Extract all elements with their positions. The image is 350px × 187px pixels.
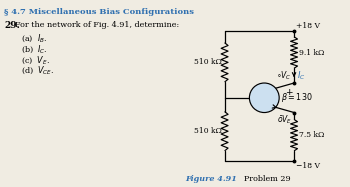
Text: 29.: 29.	[4, 21, 20, 30]
Text: +: +	[285, 88, 293, 97]
Text: +18 V: +18 V	[296, 22, 320, 30]
Text: 7.5 kΩ: 7.5 kΩ	[299, 131, 324, 139]
Circle shape	[250, 83, 279, 113]
Text: (b)  $I_C$.: (b) $I_C$.	[21, 43, 48, 55]
Text: 510 kΩ: 510 kΩ	[194, 127, 222, 135]
Text: $\beta = 130$: $\beta = 130$	[281, 91, 313, 104]
Text: $\bar{o}V_E$: $\bar{o}V_E$	[277, 114, 292, 126]
Text: −18 V: −18 V	[296, 162, 320, 170]
Text: $V_{CE}$: $V_{CE}$	[254, 93, 268, 105]
Text: $\circ V_C$: $\circ V_C$	[276, 70, 292, 82]
Text: 510 kΩ: 510 kΩ	[194, 58, 222, 66]
Text: § 4.7 Miscellaneous Bias Configurations: § 4.7 Miscellaneous Bias Configurations	[4, 8, 194, 16]
Text: Figure 4.91: Figure 4.91	[185, 175, 237, 183]
Text: 9.1 kΩ: 9.1 kΩ	[299, 49, 324, 56]
Text: $I_C$: $I_C$	[297, 70, 306, 82]
Text: Problem 29: Problem 29	[239, 175, 291, 183]
Text: For the network of Fig. 4.91, determine:: For the network of Fig. 4.91, determine:	[15, 21, 180, 29]
Text: (d)  $V_{CE}$.: (d) $V_{CE}$.	[21, 64, 55, 76]
Text: (a)  $I_B$.: (a) $I_B$.	[21, 32, 48, 44]
Text: (c)  $V_E$.: (c) $V_E$.	[21, 53, 50, 65]
